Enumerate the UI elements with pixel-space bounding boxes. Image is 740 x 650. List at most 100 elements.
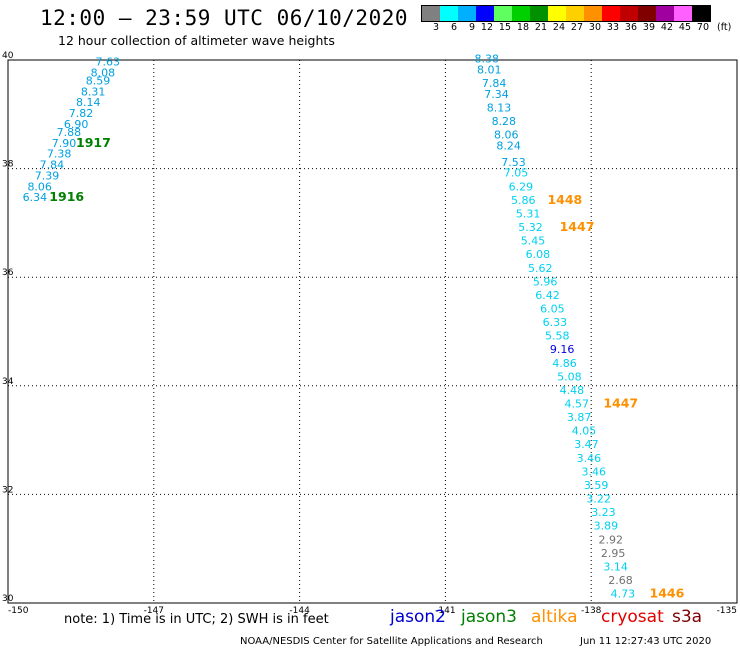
latitude-tick-label: 38 — [2, 160, 14, 170]
legend-swatch — [422, 6, 440, 21]
wave-height-value: 6.34 — [23, 191, 48, 204]
legend-swatch — [566, 6, 584, 21]
wave-height-value: 3.46 — [577, 452, 602, 465]
wave-height-value: 7.88 — [57, 126, 82, 139]
wave-height-value: 4.86 — [552, 357, 577, 370]
legend-swatch — [548, 6, 566, 21]
legend-bin-label: 45 — [678, 22, 691, 33]
wave-height-value: 8.31 — [81, 85, 106, 98]
wave-height-value: 8.06 — [27, 180, 52, 193]
wave-height-value: 3.14 — [603, 560, 628, 573]
wave-height-value: 5.08 — [557, 370, 582, 383]
page-subtitle: 12 hour collection of altimeter wave hei… — [58, 33, 335, 48]
wave-height-value: 5.96 — [533, 275, 558, 288]
wave-height-value: 7.53 — [501, 156, 526, 169]
legend-bin-label: 30 — [588, 22, 601, 33]
wave-height-value: 7.84 — [482, 77, 507, 90]
legend-bin-label: 12 — [480, 22, 493, 33]
wave-height-value: 4.05 — [572, 425, 597, 438]
legend-swatch — [674, 6, 692, 21]
wave-height-value: 8.28 — [492, 115, 517, 128]
color-scale-legend — [421, 5, 711, 22]
wave-height-value: 8.14 — [76, 96, 101, 109]
wave-height-value: 3.47 — [574, 438, 599, 451]
pass-time-label: 1447 — [603, 396, 638, 411]
wave-height-value: 6.05 — [540, 302, 565, 315]
wave-height-value: 8.06 — [494, 129, 519, 142]
legend-bin-label: 36 — [624, 22, 637, 33]
wave-height-value: 3.87 — [567, 411, 592, 424]
legend-bin-label: 33 — [606, 22, 619, 33]
wave-height-value: 3.46 — [581, 465, 606, 478]
wave-height-value: 5.32 — [518, 221, 543, 234]
wave-height-value: 3.89 — [594, 520, 619, 533]
map-frame — [7, 59, 738, 604]
wave-height-value: 7.34 — [484, 88, 509, 101]
longitude-tick-label: -141 — [435, 606, 455, 616]
pass-time-label: 1447 — [560, 219, 595, 234]
latitude-tick-label: 36 — [2, 268, 14, 278]
color-scale-unit: (ft) — [717, 22, 732, 33]
wave-height-value: 6.42 — [535, 289, 560, 302]
legend-swatch — [692, 6, 710, 21]
satellite-label-jason2: jason2 — [390, 607, 446, 627]
wave-height-value: 5.62 — [528, 262, 553, 275]
wave-height-value: 3.23 — [591, 506, 616, 519]
wave-height-value: 4.57 — [564, 398, 589, 411]
wave-height-value: 9.16 — [550, 343, 575, 356]
wave-height-value: 3.59 — [584, 479, 609, 492]
legend-bin-label: 15 — [498, 22, 511, 33]
wave-height-value: 7.38 — [47, 148, 72, 161]
satellite-label-altika: altika — [531, 607, 578, 627]
color-scale-labels: 3 6 9 12 15 18 21 24 27 30 33 36 39 42 45 70 — [421, 22, 709, 33]
legend-bin-label: 18 — [516, 22, 529, 33]
wave-height-value: 2.92 — [598, 533, 623, 546]
legend-swatch — [512, 6, 530, 21]
legend-bin-label: 6 — [450, 22, 457, 33]
wave-height-value: 2.68 — [608, 574, 633, 587]
wave-height-value: 7.82 — [69, 107, 94, 120]
wave-height-value: 7.05 — [504, 167, 528, 180]
wave-height-value: 4.48 — [560, 384, 585, 397]
pass-time-label: 1448 — [547, 192, 582, 207]
longitude-tick-label: -150 — [8, 606, 29, 616]
wave-height-value: 4.73 — [611, 588, 636, 601]
legend-swatch — [656, 6, 674, 21]
legend-swatch — [602, 6, 620, 21]
latitude-tick-label: 40 — [2, 51, 14, 61]
footer-note: note: 1) Time is in UTC; 2) SWH is in fe… — [64, 612, 329, 627]
wave-height-value: 8.13 — [487, 102, 512, 115]
satellite-label-jason3: jason3 — [461, 607, 517, 627]
legend-bin-label: 70 — [696, 22, 709, 33]
wave-height-value: 5.86 — [511, 194, 536, 207]
pass-time-label: 1916 — [49, 189, 84, 204]
credit-text: NOAA/NESDIS Center for Satellite Applica… — [240, 636, 543, 647]
longitude-tick-label: -135 — [717, 606, 737, 616]
legend-bin-label: 21 — [534, 22, 547, 33]
legend-bin-label: 24 — [552, 22, 565, 33]
wave-height-value: 2.95 — [601, 547, 626, 560]
satellite-label-s3a: s3a — [672, 607, 703, 627]
legend-swatch — [476, 6, 494, 21]
wave-height-value: 7.39 — [35, 169, 60, 182]
wave-height-value: 8.24 — [496, 140, 521, 153]
latitude-tick-label: 30 — [2, 594, 14, 604]
wave-height-value: 8.59 — [86, 74, 111, 87]
legend-bin-label: 27 — [570, 22, 583, 33]
wave-height-value: 7.84 — [40, 159, 64, 172]
legend-swatch — [638, 6, 656, 21]
wave-height-value: 5.45 — [521, 235, 546, 248]
longitude-tick-label: -147 — [144, 606, 164, 616]
page-title: 12:00 – 23:59 UTC 06/10/2020 — [40, 6, 409, 30]
pass-time-label: 1917 — [76, 135, 111, 150]
legend-bin-label: 9 — [468, 22, 475, 33]
legend-swatch — [620, 6, 638, 21]
longitude-tick-label: -144 — [289, 606, 310, 616]
wave-height-value: 8.38 — [475, 53, 500, 66]
wave-height-value: 8.08 — [91, 66, 116, 79]
legend-swatch — [494, 6, 512, 21]
wave-height-value: 6.90 — [64, 118, 89, 131]
wave-height-value: 3.22 — [586, 493, 611, 506]
